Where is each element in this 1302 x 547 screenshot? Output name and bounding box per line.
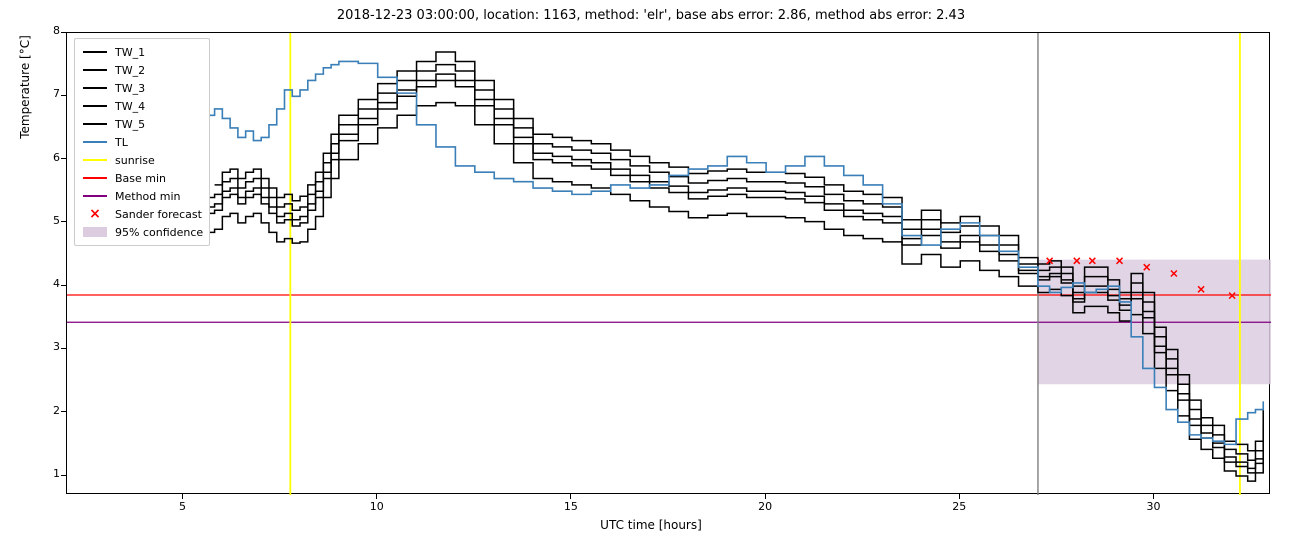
x-tick-mark xyxy=(765,494,766,499)
legend-item: Method min xyxy=(81,187,203,205)
legend-label: TW_4 xyxy=(115,100,145,113)
y-tick-label: 5 xyxy=(42,214,60,227)
y-tick-label: 8 xyxy=(42,24,60,37)
legend-swatch xyxy=(81,153,109,167)
x-tick-label: 25 xyxy=(947,500,971,513)
x-tick-label: 15 xyxy=(559,500,583,513)
y-tick-label: 6 xyxy=(42,151,60,164)
legend-label: TW_1 xyxy=(115,46,145,59)
legend-swatch: × xyxy=(81,207,109,221)
legend-item: TW_1 xyxy=(81,43,203,61)
y-tick-mark xyxy=(61,348,66,349)
y-axis-label: Temperature [°C] xyxy=(18,0,32,318)
y-tick-mark xyxy=(61,411,66,412)
legend-item: TW_5 xyxy=(81,115,203,133)
legend-item: Base min xyxy=(81,169,203,187)
series-TW_1 xyxy=(215,52,1264,451)
legend-label: Sander forecast xyxy=(115,208,202,221)
legend-swatch xyxy=(81,189,109,203)
legend-swatch xyxy=(81,45,109,59)
y-tick-label: 2 xyxy=(42,404,60,417)
legend-label: Base min xyxy=(115,172,166,185)
x-tick-label: 5 xyxy=(171,500,195,513)
y-tick-label: 4 xyxy=(42,277,60,290)
legend-item: sunrise xyxy=(81,151,203,169)
legend-swatch xyxy=(81,135,109,149)
legend-item: TW_2 xyxy=(81,61,203,79)
legend-item: × Sander forecast xyxy=(81,205,203,223)
legend-item: 95% confidence xyxy=(81,223,203,241)
plot-svg xyxy=(67,33,1271,495)
legend-swatch xyxy=(81,81,109,95)
legend-swatch xyxy=(81,63,109,77)
y-tick-mark xyxy=(61,95,66,96)
legend-swatch xyxy=(81,99,109,113)
y-tick-mark xyxy=(61,158,66,159)
y-tick-mark xyxy=(61,32,66,33)
legend: TW_1 TW_2 TW_3 TW_4 TW_5 TL sunrise Base min Met… xyxy=(74,38,210,246)
x-tick-mark xyxy=(959,494,960,499)
y-tick-mark xyxy=(61,285,66,286)
legend-item: TL xyxy=(81,133,203,151)
x-tick-mark xyxy=(182,494,183,499)
x-tick-mark xyxy=(1153,494,1154,499)
legend-item: TW_4 xyxy=(81,97,203,115)
legend-label: TW_2 xyxy=(115,64,145,77)
x-tick-label: 10 xyxy=(365,500,389,513)
x-tick-label: 30 xyxy=(1141,500,1165,513)
chart-title: 2018-12-23 03:00:00, location: 1163, met… xyxy=(0,8,1302,23)
legend-label: TW_3 xyxy=(115,82,145,95)
figure: 2018-12-23 03:00:00, location: 1163, met… xyxy=(0,0,1302,547)
y-tick-mark xyxy=(61,475,66,476)
legend-swatch xyxy=(81,117,109,131)
legend-label: sunrise xyxy=(115,154,155,167)
legend-label: TL xyxy=(115,136,128,149)
y-tick-label: 1 xyxy=(42,467,60,480)
y-tick-label: 3 xyxy=(42,340,60,353)
legend-label: TW_5 xyxy=(115,118,145,131)
legend-item: TW_3 xyxy=(81,79,203,97)
chart-axes xyxy=(66,32,1270,494)
x-axis-label: UTC time [hours] xyxy=(0,518,1302,532)
x-tick-mark xyxy=(570,494,571,499)
y-tick-mark xyxy=(61,221,66,222)
x-tick-mark xyxy=(376,494,377,499)
legend-swatch xyxy=(81,171,109,185)
legend-swatch xyxy=(81,225,109,239)
legend-label: Method min xyxy=(115,190,181,203)
y-tick-label: 7 xyxy=(42,87,60,100)
x-tick-label: 20 xyxy=(753,500,777,513)
series-TL xyxy=(106,61,1263,444)
legend-label: 95% confidence xyxy=(115,226,203,239)
